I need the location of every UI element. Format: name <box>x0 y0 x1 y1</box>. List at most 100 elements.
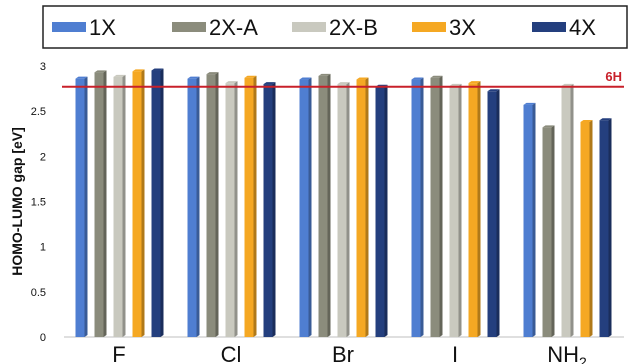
x-tick-label-i: I <box>452 342 458 364</box>
bar-top-3x-i <box>468 81 481 84</box>
bar-side-1x-i <box>420 77 424 338</box>
bar-side-4x-cl <box>272 82 276 337</box>
x-tick-label-f: F <box>112 342 125 364</box>
bar-side-4x-br <box>384 84 388 337</box>
bar-top-4x-cl <box>263 82 276 85</box>
bar-top-1x-i <box>411 77 424 80</box>
bar-top-2x-b-br <box>337 82 350 85</box>
bar-side-2x-a-cl <box>215 72 219 337</box>
bar-3x-br <box>356 79 366 338</box>
bar-top-2x-b-f <box>113 74 126 77</box>
bar-top-1x-f <box>75 76 88 79</box>
bar-top-3x-nh <box>580 120 593 123</box>
bar-2x-a-f <box>94 72 104 337</box>
bar-2x-b-cl <box>225 83 235 337</box>
y-tick-label: 0.5 <box>31 287 46 299</box>
bar-top-3x-br <box>356 77 369 80</box>
bar-top-4x-f <box>151 68 164 71</box>
bar-3x-cl <box>244 77 254 337</box>
bar-top-2x-b-cl <box>225 81 238 84</box>
bar-side-2x-a-f <box>103 70 107 337</box>
bar-side-3x-nh <box>589 120 593 337</box>
bar-2x-a-nh <box>542 127 552 337</box>
bar-3x-f <box>132 71 142 338</box>
bar-side-2x-a-br <box>327 73 331 337</box>
x-tick-label-cl: Cl <box>221 342 242 364</box>
x-tick-label-br: Br <box>332 342 354 364</box>
bar-2x-b-f <box>113 76 123 337</box>
legend-swatch-4x <box>532 22 566 32</box>
legend-label-3x: 3X <box>449 15 476 40</box>
bar-top-1x-br <box>299 77 312 80</box>
legend-label-1x: 1X <box>89 15 116 40</box>
bar-top-4x-nh <box>599 118 612 121</box>
bar-side-1x-br <box>308 77 312 338</box>
y-tick-label: 1 <box>40 242 46 254</box>
bar-2x-b-i <box>449 85 459 337</box>
bar-side-2x-a-nh <box>551 125 555 337</box>
bar-4x-i <box>487 91 497 337</box>
bar-side-1x-cl <box>196 76 200 337</box>
y-tick-label: 2 <box>40 151 46 163</box>
bar-side-4x-nh <box>608 118 612 337</box>
bar-top-2x-a-br <box>318 73 331 76</box>
bar-side-3x-f <box>141 69 145 338</box>
bar-top-3x-f <box>132 69 145 72</box>
bar-side-2x-b-br <box>346 82 350 337</box>
bar-top-2x-a-cl <box>206 72 219 75</box>
bar-side-3x-i <box>477 81 481 337</box>
bar-2x-a-br <box>318 75 328 337</box>
bar-top-2x-b-i <box>449 83 462 86</box>
bar-top-1x-cl <box>187 76 200 79</box>
bar-side-2x-b-i <box>458 83 462 337</box>
bar-side-4x-i <box>496 89 500 337</box>
bar-side-4x-f <box>160 68 164 338</box>
bar-top-2x-a-nh <box>542 125 555 128</box>
legend-swatch-3x <box>412 22 446 32</box>
legend-swatch-2x-b <box>292 22 326 32</box>
bar-4x-f <box>151 70 161 338</box>
reference-line-label: 6H <box>605 69 622 84</box>
bar-top-1x-nh <box>523 102 536 105</box>
x-tick-label-subscript: 2 <box>579 354 587 364</box>
y-tick-label: 1.5 <box>31 197 46 209</box>
bar-top-4x-i <box>487 89 500 92</box>
legend-label-2x-a: 2X-A <box>209 15 258 40</box>
x-tick-label-nh: NH2 <box>547 342 587 364</box>
bar-4x-br <box>375 86 385 337</box>
bar-1x-br <box>299 79 309 338</box>
bar-top-2x-b-nh <box>561 83 574 86</box>
bar-2x-a-cl <box>206 74 216 337</box>
bar-top-3x-cl <box>244 75 257 78</box>
bar-top-2x-a-f <box>94 70 107 73</box>
bar-2x-b-br <box>337 84 347 337</box>
bar-1x-nh <box>523 104 533 338</box>
bar-side-1x-nh <box>532 102 536 338</box>
bar-2x-a-i <box>430 77 440 337</box>
legend-label-4x: 4X <box>569 15 596 40</box>
y-tick-label: 2.5 <box>31 106 46 118</box>
legend-swatch-2x-a <box>172 22 206 32</box>
bar-1x-cl <box>187 78 197 337</box>
bar-side-2x-b-cl <box>234 81 238 337</box>
bar-1x-i <box>411 79 421 338</box>
legend-box <box>42 5 628 49</box>
y-axis-label: HOMO-LUMO gap [eV] <box>9 127 25 276</box>
bar-3x-i <box>468 83 478 337</box>
y-tick-label: 3 <box>40 61 46 73</box>
bar-top-2x-a-i <box>430 75 443 78</box>
bar-side-3x-cl <box>253 75 257 337</box>
bar-side-2x-a-i <box>439 75 443 337</box>
bar-2x-b-nh <box>561 85 571 337</box>
bar-side-1x-f <box>84 76 88 337</box>
bar-1x-f <box>75 78 85 337</box>
bar-side-3x-br <box>365 77 369 338</box>
bar-side-2x-b-f <box>122 74 126 337</box>
legend-swatch-1x <box>52 22 86 32</box>
legend-label-2x-b: 2X-B <box>329 15 378 40</box>
bar-3x-nh <box>580 122 590 337</box>
bar-4x-cl <box>263 84 273 337</box>
bar-side-2x-b-nh <box>570 83 574 337</box>
